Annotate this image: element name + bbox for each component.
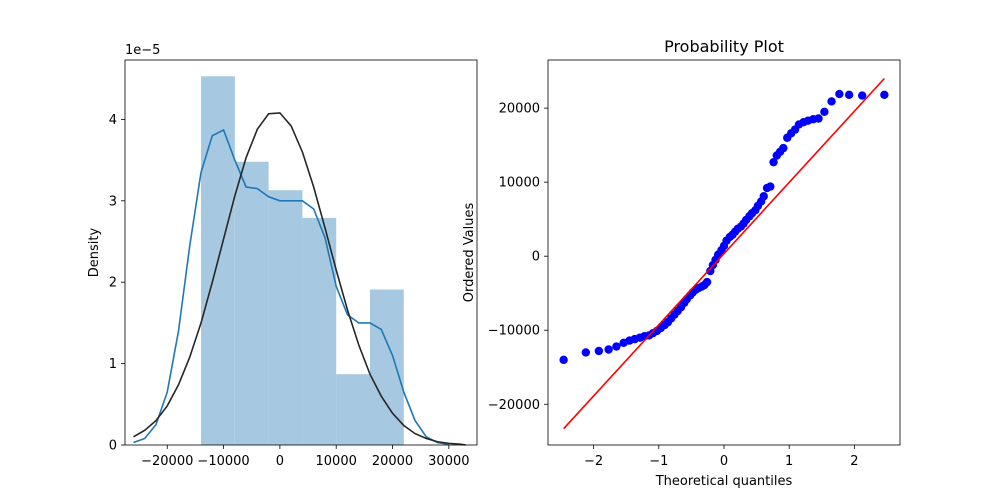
data-point <box>604 345 613 354</box>
probability-x-axis-label: Theoretical quantiles <box>655 474 793 489</box>
x-tick-label: 10000 <box>316 454 357 469</box>
data-point <box>769 157 778 167</box>
probability-y-axis-label: Ordered Values <box>462 203 477 303</box>
x-tick-label: −1 <box>649 454 668 469</box>
probability-plot-panel: −2 −1 0 1 2 −20000 −10000 0 10000 20000 Probabil… <box>462 37 901 489</box>
data-point <box>594 346 604 356</box>
y-tick-label: 4 <box>109 113 117 128</box>
histogram-bar <box>302 217 337 445</box>
data-point <box>814 114 823 123</box>
histogram-y-offset-label: 1e−5 <box>125 43 160 58</box>
data-point <box>835 89 844 99</box>
data-point <box>880 90 889 99</box>
histogram-y-ticks: 0 1 2 3 4 <box>109 113 125 454</box>
x-tick-label: 0 <box>720 454 728 469</box>
x-tick-label: −20000 <box>141 454 193 469</box>
y-tick-label: 1 <box>109 357 117 372</box>
histogram-bar <box>234 161 269 445</box>
x-tick-label: 20000 <box>372 454 413 469</box>
y-tick-label: 2 <box>109 276 117 291</box>
histogram-x-ticks: −20000 −10000 0 10000 20000 30000 <box>141 445 470 469</box>
data-point <box>702 277 712 287</box>
y-tick-label: 20000 <box>499 102 540 117</box>
y-tick-label: −20000 <box>488 398 540 413</box>
data-point <box>844 90 854 99</box>
normal-fit-curve <box>133 112 466 446</box>
histogram-y-axis-label: Density <box>87 227 102 277</box>
data-point <box>559 355 568 365</box>
probability-y-ticks: −20000 −10000 0 10000 20000 <box>488 102 548 413</box>
histogram-bar <box>369 289 404 445</box>
histogram-axes-frame <box>124 59 478 446</box>
probability-fit-line <box>563 77 885 430</box>
probability-x-ticks: −2 −1 0 1 2 <box>584 445 859 469</box>
probability-plot-points <box>559 89 889 365</box>
data-point <box>820 107 829 117</box>
x-tick-label: −10000 <box>197 454 249 469</box>
data-point <box>581 348 591 357</box>
data-point <box>857 91 867 100</box>
kde-curve <box>133 128 449 445</box>
data-point <box>759 192 768 201</box>
x-tick-label: 0 <box>276 454 284 469</box>
data-point <box>827 97 836 106</box>
y-tick-label: 10000 <box>499 176 540 191</box>
y-tick-label: 0 <box>532 250 540 265</box>
data-point <box>766 182 775 191</box>
y-tick-label: 0 <box>109 439 117 454</box>
y-tick-label: −10000 <box>488 324 540 339</box>
data-point <box>612 342 621 351</box>
histogram-bar <box>336 374 370 445</box>
data-point <box>779 143 788 153</box>
x-tick-label: 30000 <box>428 454 469 469</box>
y-tick-label: 3 <box>109 194 117 209</box>
probability-plot-title: Probability Plot <box>664 37 784 56</box>
histogram-bar <box>268 190 303 445</box>
x-tick-label: 1 <box>785 454 793 469</box>
x-tick-label: −2 <box>584 454 603 469</box>
x-tick-label: 2 <box>850 454 858 469</box>
